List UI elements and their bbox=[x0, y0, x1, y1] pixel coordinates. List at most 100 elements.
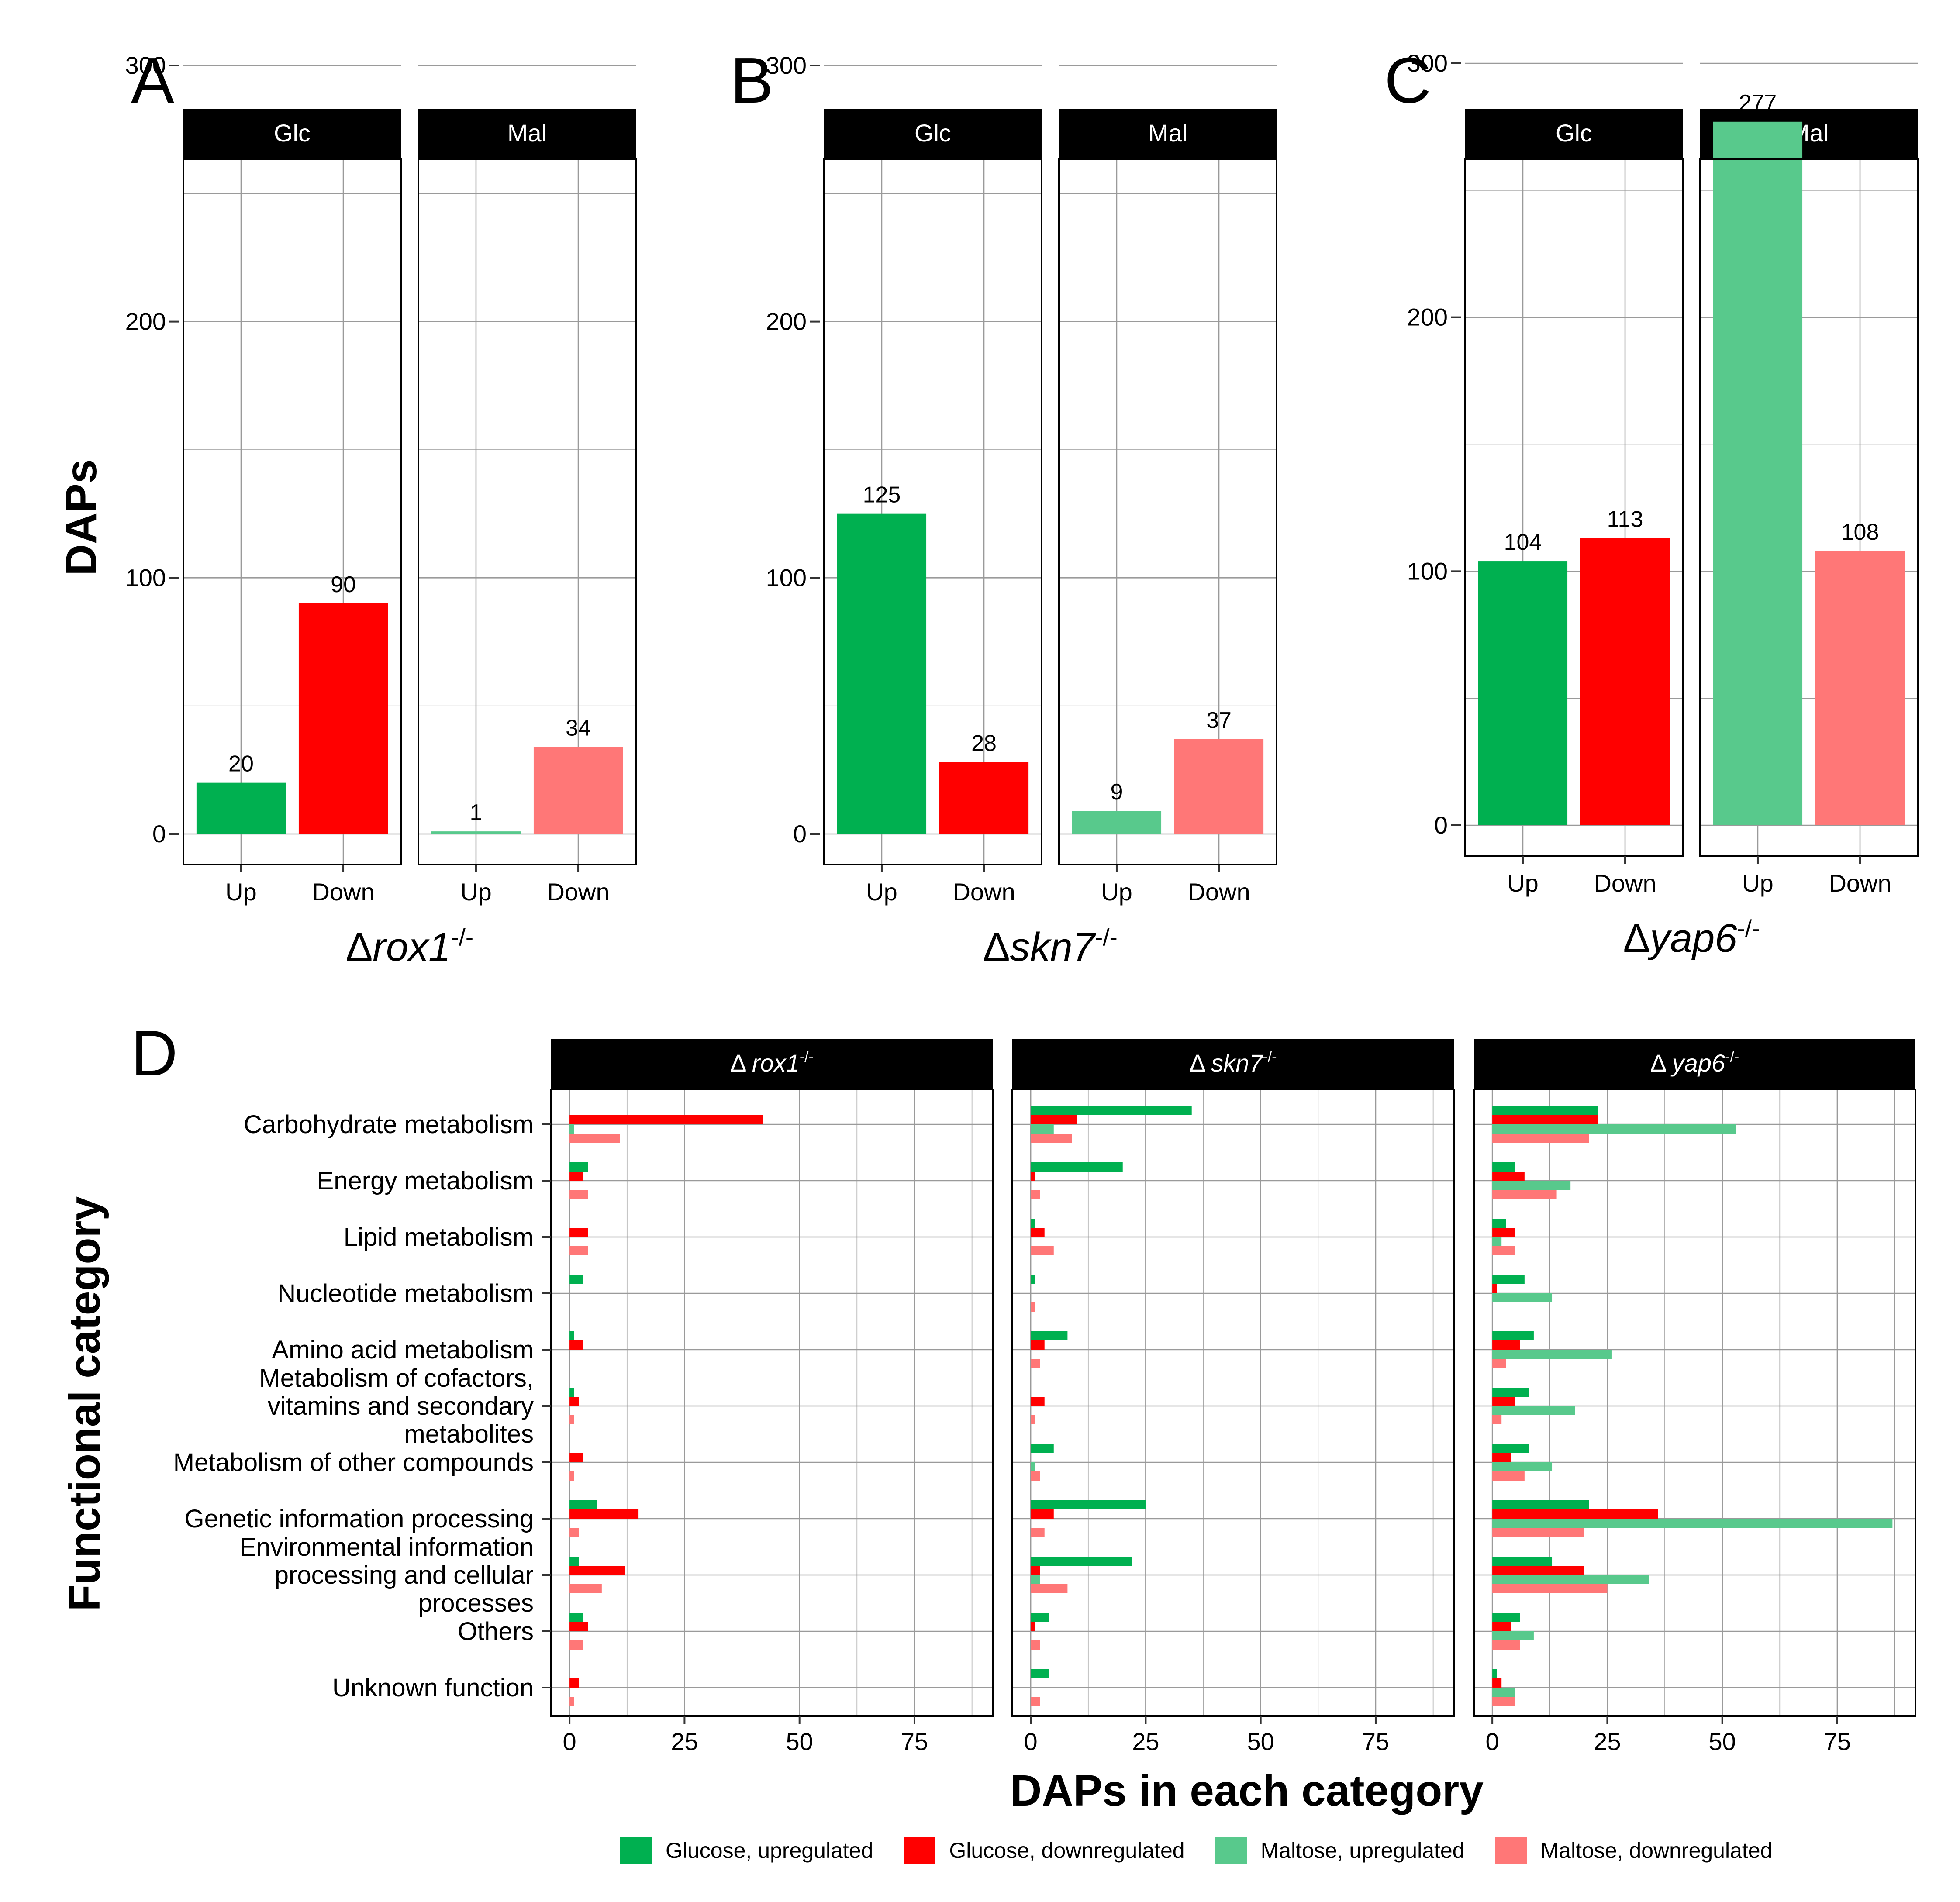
panel-d-facet-skn7-xtick-label: 25 bbox=[1132, 1728, 1159, 1755]
panel-a-facet-mal-xtick-label-down: Down bbox=[547, 878, 609, 906]
panel-b-facet-glc-strip bbox=[824, 109, 1042, 159]
panel-c-ytick-label: 200 bbox=[1407, 303, 1448, 331]
panel-d-facet-skn7-bar-glucose-down bbox=[1031, 1509, 1054, 1519]
panel-d-facet-rox1-bar-glucose-down bbox=[569, 1115, 763, 1124]
panel-d-facet-yap6-bar-maltose-down bbox=[1492, 1584, 1608, 1593]
panel-d-facet-yap6-bar-maltose-down bbox=[1492, 1697, 1515, 1706]
panel-a-facet-glc-border bbox=[183, 158, 402, 865]
panel-b-facet-mal-bar-down bbox=[1174, 739, 1264, 834]
panel-d-facet-skn7-bar-maltose-down bbox=[1031, 1640, 1040, 1650]
panel-d-facet-yap6-bar-maltose-down bbox=[1492, 1415, 1502, 1424]
panel-d-facet-skn7-bar-maltose-down bbox=[1031, 1359, 1040, 1368]
panel-d-facet-skn7-bar-glucose-up bbox=[1031, 1106, 1192, 1115]
panel-d-facet-yap6-bar-maltose-up bbox=[1492, 1124, 1736, 1134]
panel-b-ytick-label: 100 bbox=[766, 564, 807, 591]
panel-b-facet-glc-bar-label-up: 125 bbox=[863, 482, 901, 508]
panel-c-facet-mal-bar-up bbox=[1713, 121, 1803, 825]
panel-d-facet-rox1-bar-glucose-down bbox=[569, 1566, 625, 1575]
panel-d-facet-skn7-bar-maltose-down bbox=[1031, 1528, 1045, 1537]
panel-c-ytick-label: 100 bbox=[1407, 557, 1448, 585]
panel-c-facet-mal-xtick-label-up: Up bbox=[1742, 869, 1774, 897]
panel-d-facet-skn7-bar-maltose-down bbox=[1031, 1302, 1035, 1312]
panel-c-facet-glc-border bbox=[1464, 158, 1684, 857]
panel-d-facet-yap6-bar-glucose-up bbox=[1492, 1106, 1598, 1115]
legend-swatch-maltose-up bbox=[1215, 1837, 1247, 1864]
panel-d-category-label: Carbohydrate metabolism bbox=[244, 1110, 534, 1139]
panel-d-category-label: vitamins and secondary bbox=[268, 1392, 534, 1420]
panel-d-facet-rox1-bar-glucose-down bbox=[569, 1453, 583, 1462]
panel-d-facet-yap6-bar-maltose-up bbox=[1492, 1293, 1553, 1302]
panel-d-facet-yap6-border bbox=[1473, 1089, 1916, 1717]
panel-a-facet-mal-strip bbox=[418, 109, 636, 159]
panel-a-facet-glc-xtick-label-up: Up bbox=[225, 878, 257, 906]
panel-d-facet-skn7-bar-glucose-down bbox=[1031, 1566, 1040, 1575]
panel-d-facet-rox1-bar-glucose-down bbox=[569, 1340, 583, 1350]
panel-d-facet-yap6-bar-maltose-down bbox=[1492, 1190, 1557, 1199]
panel-d-facet-rox1-bar-glucose-up bbox=[569, 1613, 583, 1622]
panel-d-facet-rox1-bar-maltose-down bbox=[569, 1190, 588, 1199]
panel-d-facet-rox1-bar-maltose-down bbox=[569, 1415, 574, 1424]
panel-d-facet-skn7-bar-glucose-up bbox=[1031, 1162, 1123, 1172]
panel-a-facet-glc-bar-label-up: 20 bbox=[228, 751, 254, 777]
panel-d-letter: D bbox=[131, 1017, 178, 1089]
panel-d-facet-yap6-bar-glucose-up bbox=[1492, 1275, 1525, 1284]
panel-d-facet-rox1-bar-maltose-down bbox=[569, 1640, 583, 1650]
panel-d-facet-yap6-bar-glucose-up bbox=[1492, 1162, 1515, 1172]
panel-b-letter: B bbox=[730, 45, 773, 117]
panel-c-facet-glc-bar-label-down: 113 bbox=[1607, 507, 1643, 532]
panel-a-ytick-label: 0 bbox=[152, 820, 166, 848]
panel-b-facet-mal-border bbox=[1058, 158, 1277, 865]
panel-d-facet-yap6-xtick-label: 50 bbox=[1709, 1728, 1736, 1755]
panel-c-facet-mal-border bbox=[1699, 158, 1919, 857]
panel-d-facet-skn7-bar-glucose-up bbox=[1031, 1613, 1049, 1622]
panel-d-facet-skn7-border bbox=[1011, 1089, 1455, 1717]
legend-label-maltose-down: Maltose, downregulated bbox=[1540, 1838, 1773, 1863]
panel-d-category-label: Environmental information bbox=[239, 1533, 534, 1561]
panel-d-facet-rox1-bar-maltose-down bbox=[569, 1134, 620, 1143]
panel-d-facet-yap6-bar-maltose-down bbox=[1492, 1359, 1506, 1368]
panel-d-facet-rox1-bar-maltose-up bbox=[569, 1124, 574, 1134]
panel-c-facet-glc-xtick-label-up: Up bbox=[1507, 869, 1539, 897]
legend-label-glucose-up: Glucose, upregulated bbox=[666, 1838, 873, 1863]
legend-label-maltose-up: Maltose, upregulated bbox=[1260, 1838, 1465, 1863]
legend-item-glucose-up: Glucose, upregulated bbox=[620, 1837, 873, 1864]
panel-d-facet-yap6-bar-maltose-up bbox=[1492, 1406, 1575, 1415]
panel-d-facet-rox1-bar-glucose-down bbox=[569, 1509, 639, 1519]
panel-d-facet-skn7-bar-glucose-up bbox=[1031, 1444, 1054, 1453]
panel-a-facet-mal-strip-label: Mal bbox=[507, 119, 547, 147]
panel-d-facet-yap6-bar-maltose-down bbox=[1492, 1528, 1584, 1537]
panel-a-facet-mal-xtick-label-up: Up bbox=[460, 878, 492, 906]
panel-d-category-label: Nucleotide metabolism bbox=[277, 1279, 534, 1308]
panel-d-facet-yap6-bar-maltose-up bbox=[1492, 1181, 1571, 1190]
legend-swatch-glucose-down bbox=[904, 1837, 935, 1864]
top-y-axis-label: DAPs bbox=[57, 459, 106, 576]
panel-a-facet-glc-strip-label: Glc bbox=[274, 119, 311, 147]
panel-d-facet-skn7-strip-label: Δ skn7-/- bbox=[1189, 1049, 1277, 1077]
panel-d-facet-yap6-bar-maltose-up bbox=[1492, 1237, 1502, 1246]
panel-d-category-label: Others bbox=[458, 1617, 534, 1646]
panel-d-facet-yap6-bar-glucose-up bbox=[1492, 1388, 1529, 1397]
panel-d-facet-rox1-bar-maltose-down bbox=[569, 1584, 602, 1593]
panel-d-y-axis-label: Functional category bbox=[60, 1196, 109, 1612]
panel-d-category-label: Metabolism of other compounds bbox=[173, 1448, 534, 1477]
legend-item-maltose-up: Maltose, upregulated bbox=[1215, 1837, 1465, 1864]
panel-d-facet-rox1-bar-glucose-down bbox=[569, 1397, 579, 1406]
panel-d-facet-yap6-bar-maltose-up bbox=[1492, 1519, 1893, 1528]
panel-b-facet-mal-bar-up bbox=[1072, 811, 1162, 834]
panel-d-facet-skn7-bar-glucose-down bbox=[1031, 1228, 1045, 1237]
panel-d-facet-yap6-bar-maltose-up bbox=[1492, 1462, 1553, 1471]
panel-b-facet-mal-xtick-label-down: Down bbox=[1187, 878, 1250, 906]
panel-d-facet-skn7-bar-maltose-up bbox=[1031, 1124, 1054, 1134]
panel-d-category-label: Amino acid metabolism bbox=[272, 1336, 534, 1364]
panel-d-facet-skn7-xtick-label: 50 bbox=[1247, 1728, 1274, 1755]
panel-d-facet-yap6-bar-glucose-up bbox=[1492, 1613, 1520, 1622]
panel-d-facet-rox1-xtick-label: 50 bbox=[786, 1728, 813, 1755]
panel-d-facet-skn7-bar-maltose-down bbox=[1031, 1190, 1040, 1199]
panel-d-category-label: Energy metabolism bbox=[317, 1167, 534, 1195]
panel-c-facet-glc-bar-label-up: 104 bbox=[1504, 530, 1542, 555]
panel-c-facet-glc-strip-label: Glc bbox=[1556, 119, 1592, 147]
panel-d-facet-rox1-border bbox=[550, 1089, 994, 1717]
panel-a-facet-glc-bar-label-down: 90 bbox=[331, 572, 356, 597]
panel-d-facet-skn7-xtick-label: 75 bbox=[1362, 1728, 1389, 1755]
panel-d-facet-rox1-bar-glucose-up bbox=[569, 1500, 597, 1509]
